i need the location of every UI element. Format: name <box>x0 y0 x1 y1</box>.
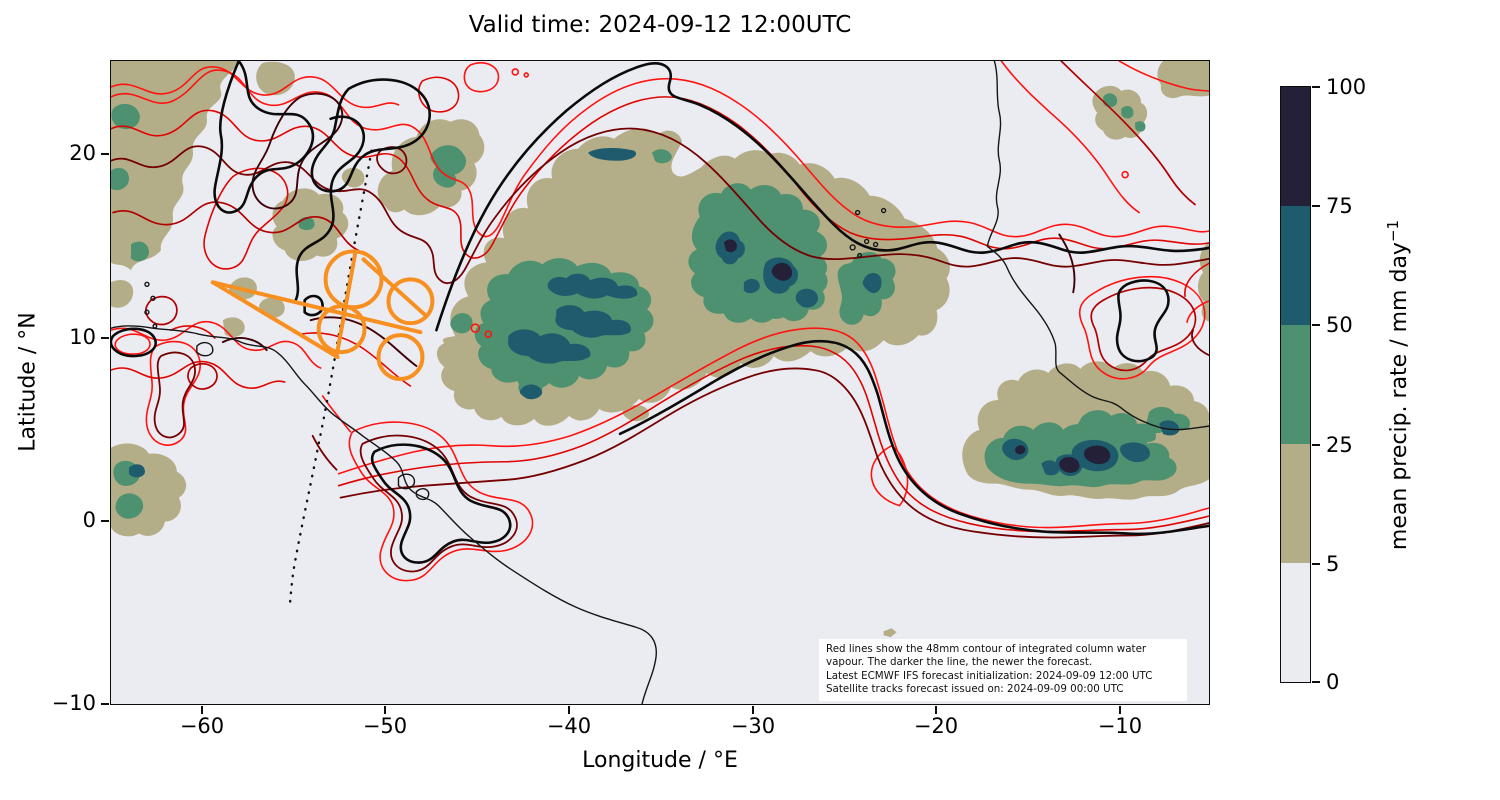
colorbar-label-exponent: −1 <box>1383 219 1402 243</box>
y-tick-label: −10 <box>51 690 96 715</box>
annotation-line: Red lines show the 48mm contour of integ… <box>826 643 1147 655</box>
colorbar-label: mean precip. rate / mm day−1 <box>1384 220 1412 550</box>
precip-fill-layer <box>111 61 1209 638</box>
y-tick-label: 20 <box>69 140 96 165</box>
africa-coastline <box>986 61 1209 431</box>
x-tick-label: −40 <box>546 714 592 738</box>
colorbar-tick-label: 25 <box>1326 433 1353 457</box>
colorbar-tick-mark <box>1312 205 1320 207</box>
x-tick-label: −50 <box>362 714 408 738</box>
x-tick-mark <box>752 706 754 714</box>
colorbar-tick-label: 75 <box>1326 194 1353 218</box>
annotation-line: Satellite tracks forecast issued on: 202… <box>826 683 1124 696</box>
y-tick-mark <box>101 337 109 339</box>
precip-band-50-75 <box>128 147 1180 478</box>
colorbar-tick-mark <box>1312 563 1320 565</box>
x-tick-label: −10 <box>1097 714 1143 738</box>
colorbar-segment-75-100 <box>1281 87 1310 206</box>
colorbar-tick-mark <box>1312 681 1320 683</box>
satellite-track-circle <box>316 304 367 355</box>
colorbar-tick-label: 100 <box>1326 75 1367 99</box>
colorbar-tick-label: 5 <box>1326 552 1340 576</box>
south-america-coastline <box>111 325 657 704</box>
colorbar-tick-mark <box>1312 444 1320 446</box>
x-tick-mark <box>384 706 386 714</box>
trajectory-dotted-line <box>288 149 373 609</box>
icwv-contour-newest-dark <box>221 92 1076 367</box>
satellite-track-circle <box>323 249 384 310</box>
annotation-line: vapour. The darker the line, the newer t… <box>826 656 1093 669</box>
icwv-contour-latest-black <box>111 61 1209 564</box>
legend-annotation-box: Red lines show the 48mm contour of integ… <box>819 639 1187 701</box>
satellite-track-circle <box>376 333 425 382</box>
precip-band-5-25 <box>111 61 1209 638</box>
x-tick-label: −60 <box>179 714 225 738</box>
page-title: Valid time: 2024-09-12 12:00UTC <box>468 12 852 38</box>
x-axis-label: Longitude / °E <box>582 748 738 773</box>
satellite-track-segment <box>210 280 423 335</box>
y-axis-label: Latitude / °N <box>15 312 41 452</box>
y-tick-label: 0 <box>82 507 96 532</box>
colorbar-tick-label: 50 <box>1326 313 1353 337</box>
y-tick-label: 10 <box>69 324 96 349</box>
x-tick-mark <box>935 706 937 714</box>
colorbar-tick-mark <box>1312 324 1320 326</box>
satellite-track-layer <box>210 249 435 382</box>
annotation-line: Latest ECMWF IFS forecast initialization… <box>826 669 1153 682</box>
colorbar-segment-5-25 <box>1281 444 1310 563</box>
colorbar-label-text: mean precip. rate / mm day <box>1387 242 1413 551</box>
x-tick-mark <box>1119 706 1121 714</box>
icwv-contour-newer <box>111 127 1209 573</box>
y-tick-mark <box>101 153 109 155</box>
y-tick-mark <box>101 520 109 522</box>
colorbar-segment-0-5 <box>1281 563 1310 682</box>
x-tick-mark <box>201 706 203 714</box>
satellite-track-segment <box>210 280 340 360</box>
satellite-track-circle <box>386 277 435 326</box>
satellite-track-segment <box>334 249 358 359</box>
colorbar-tick-label: 0 <box>1326 670 1340 694</box>
coastline-layer <box>111 61 1209 704</box>
y-tick-mark <box>101 703 109 705</box>
colorbar-tick-mark <box>1312 86 1320 88</box>
x-tick-label: −20 <box>913 714 959 738</box>
map-plot-area <box>110 60 1210 705</box>
precip-band-75-100 <box>723 239 1111 473</box>
map-canvas <box>111 61 1209 704</box>
x-tick-mark <box>568 706 570 714</box>
colorbar <box>1280 86 1311 683</box>
x-tick-label: −30 <box>730 714 776 738</box>
colorbar-segment-50-75 <box>1281 206 1310 325</box>
precip-band-25-50 <box>111 93 1191 519</box>
colorbar-segment-25-50 <box>1281 325 1310 444</box>
